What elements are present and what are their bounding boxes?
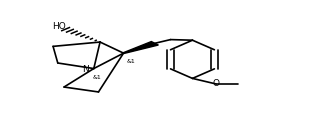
Text: &1: &1 — [127, 59, 136, 64]
Text: N: N — [82, 65, 89, 74]
Polygon shape — [123, 42, 158, 53]
Text: O: O — [212, 80, 219, 88]
Text: HO: HO — [52, 22, 66, 30]
Text: &1: &1 — [92, 75, 101, 80]
